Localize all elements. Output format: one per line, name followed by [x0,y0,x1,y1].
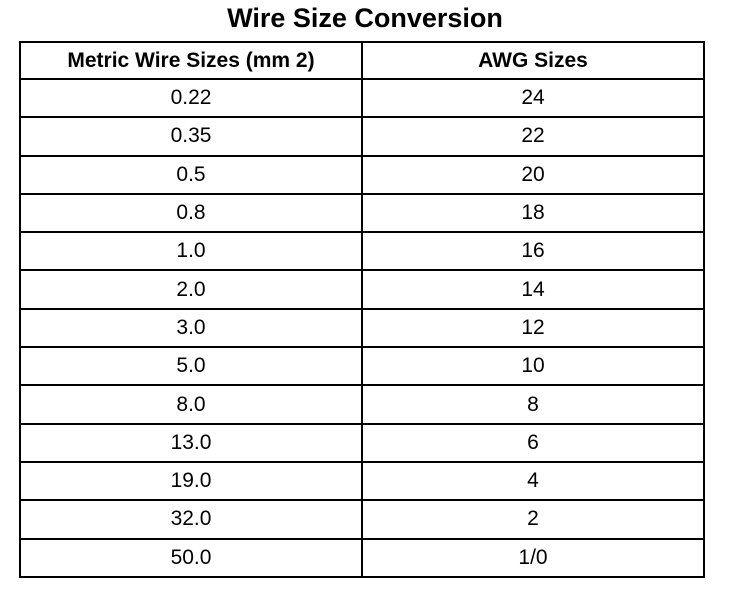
column-header: Metric Wire Sizes (mm 2) [19,41,363,80]
table-cell: 0.8 [19,192,363,234]
table-cell: 8 [361,384,705,425]
table-cell: 3.0 [19,307,363,349]
table-cell: 18 [361,192,705,234]
table-cell: 6 [361,422,705,463]
table-cell: 20 [361,154,705,195]
table-body: 0.22 24 0.35 22 0.5 20 0.8 18 1.0 16 2.0 14 3.0 12 5.0… [19,77,705,578]
table-cell: 0.5 [19,154,363,195]
table-row: 8.0 8 [19,384,705,425]
conversion-table: Metric Wire Sizes (mm 2) AWG Sizes 0.22 24… [19,41,705,578]
table-row: 50.0 1/0 [19,537,705,578]
table-row: 13.0 6 [19,422,705,463]
table-cell: 22 [361,116,705,157]
table-cell: 10 [361,346,705,387]
table-cell: 50.0 [19,537,363,578]
table-row: 0.8 18 [19,192,705,234]
table-cell: 19.0 [19,460,363,502]
table-row: 0.5 20 [19,154,705,195]
table-row: 0.35 22 [19,116,705,157]
table-row: 19.0 4 [19,460,705,502]
table-cell: 5.0 [19,346,363,387]
table-row: 32.0 2 [19,499,705,540]
header-row: Metric Wire Sizes (mm 2) AWG Sizes [19,41,705,80]
table-cell: 1.0 [19,231,363,272]
table-cell: 2.0 [19,269,363,310]
table-row: 5.0 10 [19,346,705,387]
table-cell: 2 [361,499,705,540]
table-cell: 16 [361,231,705,272]
table-cell: 4 [361,460,705,502]
table-cell: 14 [361,269,705,310]
table-cell: 32.0 [19,499,363,540]
table-cell: 0.35 [19,116,363,157]
table-cell: 13.0 [19,422,363,463]
table-cell: 1/0 [361,537,705,578]
table-row: 2.0 14 [19,269,705,310]
table-row: 3.0 12 [19,307,705,349]
table-cell: 24 [361,77,705,119]
title: Wire Size Conversion [227,3,503,33]
table-cell: 8.0 [19,384,363,425]
table-row: 0.22 24 [19,77,705,119]
table-cell: 0.22 [19,77,363,119]
column-header: AWG Sizes [361,41,705,80]
table-row: 1.0 16 [19,231,705,272]
table-cell: 12 [361,307,705,349]
